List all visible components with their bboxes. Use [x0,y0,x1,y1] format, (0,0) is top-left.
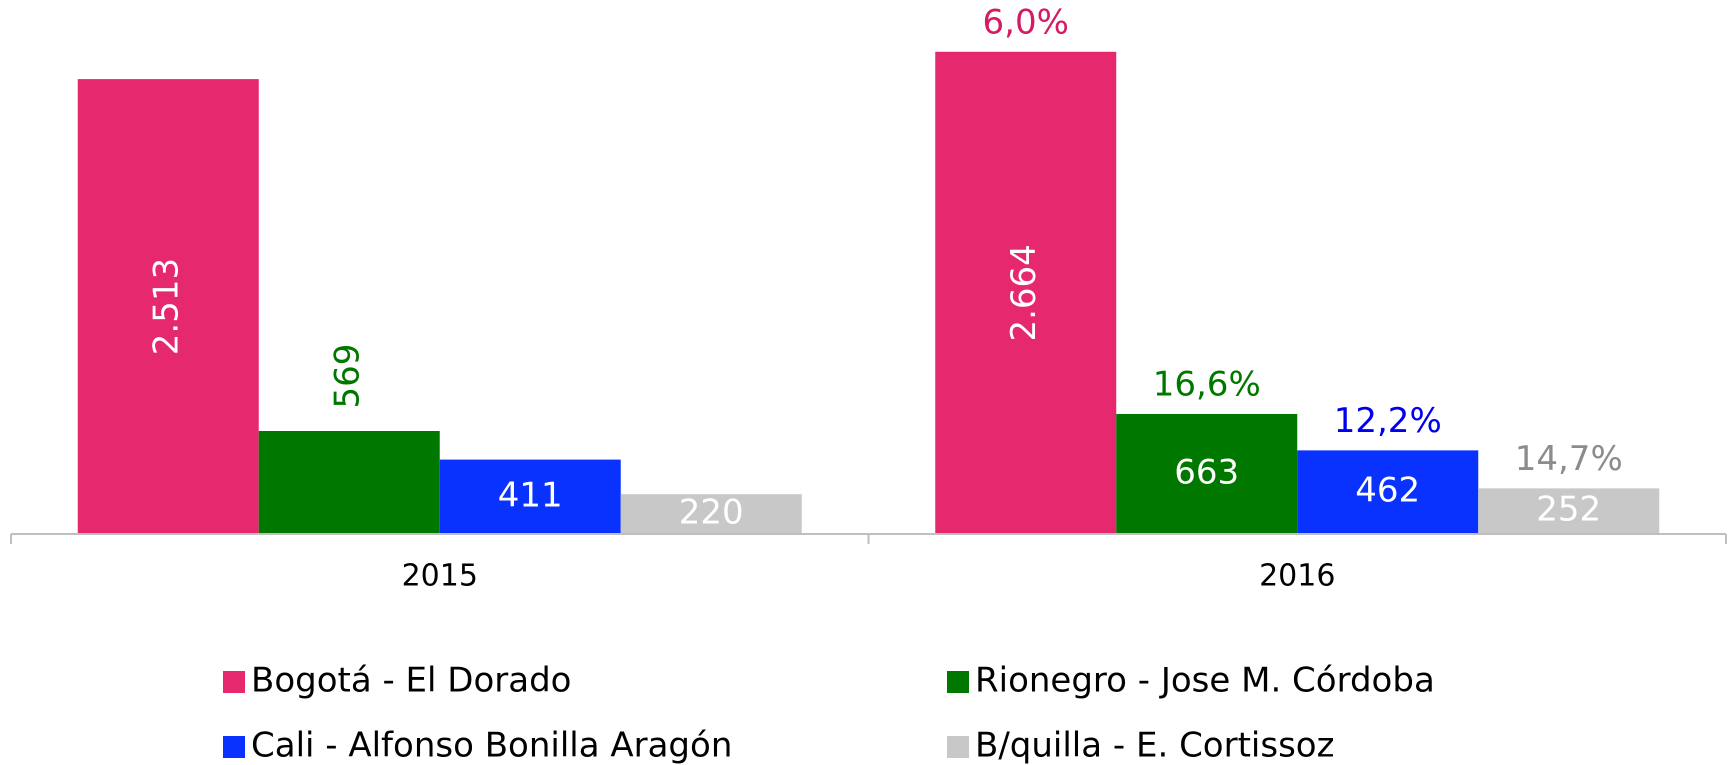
value-label: 220 [679,493,744,533]
value-label: 462 [1355,471,1420,511]
legend-swatch [223,736,245,758]
bar [439,459,621,534]
value-label: 2.513 [147,258,187,355]
legend-swatch [223,671,245,693]
legend-label: B/quilla - E. Cortissoz [975,726,1334,765]
value-label: 252 [1536,490,1601,530]
bar [1297,450,1479,534]
change-label: 14,7% [1515,439,1623,479]
value-label: 569 [328,344,368,409]
bar [1116,413,1298,534]
change-label: 6,0% [983,2,1069,42]
bar [935,51,1117,535]
change-label: 12,2% [1334,401,1442,441]
x-tick-label: 2015 [402,559,478,594]
value-label: 663 [1174,452,1239,492]
x-tick-label: 2016 [1259,559,1335,594]
value-label: 411 [498,475,563,515]
legend-label: Cali - Alfonso Bonilla Aragón [251,726,732,765]
legend-swatch [947,671,969,693]
bar [258,431,440,534]
value-label: 2.664 [1004,244,1044,341]
bar [1478,488,1660,534]
legend-label: Rionegro - Jose M. Córdoba [975,661,1435,701]
legend-swatch [947,736,969,758]
legend-label: Bogotá - El Dorado [251,661,571,701]
change-label: 16,6% [1153,364,1261,404]
bar [620,494,802,534]
bar [77,79,259,535]
